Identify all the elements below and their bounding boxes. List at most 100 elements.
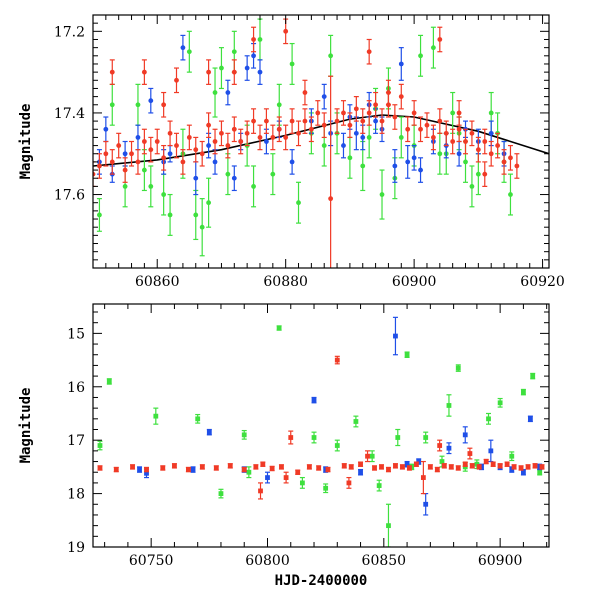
red-data-point [251,37,256,42]
y-tick-label: 17.2 [54,24,85,40]
red-data-point [372,465,377,471]
red-data-point [241,467,247,472]
green-data-point [360,163,366,169]
blue-data-point [341,143,346,148]
green-data-point [299,480,305,486]
blue-data-point [462,432,468,438]
green-data-point [404,352,410,358]
green-data-point [395,435,401,440]
red-data-point [456,126,462,132]
red-data-point [174,77,179,83]
green-data-point [135,102,141,108]
red-data-point [448,464,454,470]
red-data-point [302,118,308,124]
red-data-point [316,465,322,471]
red-data-point [413,461,419,467]
green-data-point [276,102,282,108]
red-data-point [269,466,275,471]
red-data-point [518,465,524,471]
red-data-point [296,130,301,136]
green-data-point [328,53,334,59]
red-data-point [334,118,340,124]
red-data-point [420,475,426,480]
green-data-point [437,151,443,157]
green-data-point [246,469,252,475]
green-data-point [386,523,391,529]
red-data-point [172,463,177,469]
red-data-point [199,464,205,470]
green-data-point [398,135,404,140]
green-data-point [231,49,237,55]
red-data-point [206,122,212,128]
y-tick-label: 17.6 [54,188,85,204]
green-data-point [106,379,112,384]
red-data-point [346,480,352,486]
red-data-point [227,463,233,469]
red-data-point [379,464,384,470]
green-data-point [193,212,199,218]
blue-data-point [289,159,295,165]
red-data-point [469,463,475,469]
blue-data-point [405,159,411,165]
red-data-point [476,464,482,470]
red-data-point [161,102,167,108]
blue-data-point [393,333,398,339]
red-data-point [514,163,520,169]
red-data-point [437,443,443,448]
red-data-point [185,467,191,472]
red-data-point [244,130,250,136]
green-data-point [311,435,317,440]
red-data-point [109,69,115,75]
red-data-point [231,126,237,132]
blue-data-point [231,175,237,181]
green-data-point [153,413,159,419]
green-data-point [376,483,382,488]
red-data-point [199,151,205,157]
red-data-point [258,488,263,494]
green-data-point [97,212,102,218]
red-data-point [353,106,359,112]
y-tick-label: 18 [67,487,85,503]
green-data-point [418,53,423,59]
green-data-point [508,192,513,197]
red-data-point [308,126,314,132]
green-data-point [379,192,385,197]
red-data-point [116,143,122,148]
green-data-point [241,432,247,438]
red-data-point [360,118,366,124]
red-data-point [495,143,501,148]
blue-data-point [257,69,263,75]
green-data-point [446,403,452,408]
green-data-point [212,90,218,95]
red-data-point [257,135,263,140]
red-data-point [392,114,398,120]
blue-data-point [265,475,270,480]
red-data-point [193,147,199,153]
green-data-point [206,200,212,206]
green-data-point [423,435,429,440]
red-data-point [328,196,334,202]
y-tick-label: 16 [67,380,85,396]
blue-data-point [190,467,196,472]
green-data-point [257,37,263,42]
red-data-point [427,464,433,470]
blue-data-point [418,167,423,173]
red-data-point [418,126,423,132]
top-panel-y-axis-title: Magnitude [18,104,34,180]
red-data-point [475,147,481,153]
green-data-point [195,416,201,422]
blue-data-point [206,143,212,148]
top-panel-data-marks [93,18,549,268]
red-data-point [325,467,331,472]
blue-data-point [251,53,256,59]
blue-data-point [423,501,429,507]
green-data-point [469,183,475,189]
red-data-point [161,155,167,161]
green-data-point [296,200,301,206]
red-data-point [276,126,282,132]
red-data-point [109,159,115,165]
green-data-point [530,373,536,379]
red-data-point [430,135,436,140]
red-data-point [174,143,179,148]
blue-data-point [358,469,363,475]
